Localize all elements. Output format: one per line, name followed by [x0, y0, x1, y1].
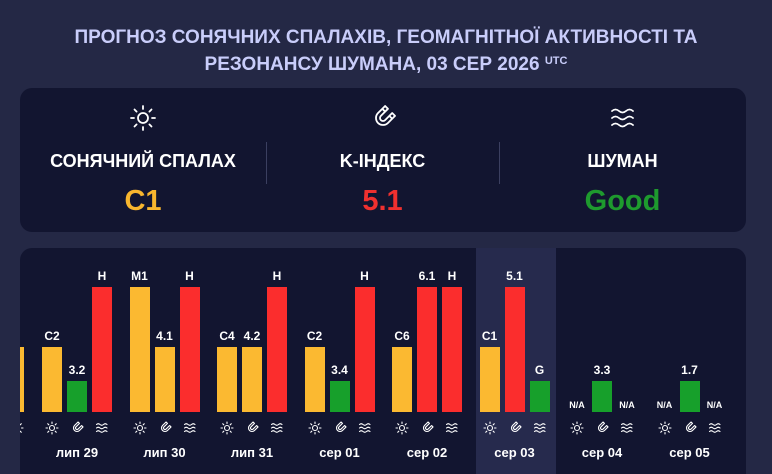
- schumann-bar: [354, 287, 375, 412]
- kindex-bar: [679, 380, 700, 412]
- flare-summary: СОНЯЧНИЙ СПАЛАХ C1: [20, 88, 266, 232]
- kindex-label: K-ІНДЕКС: [339, 151, 426, 171]
- schumann-bar: [92, 287, 112, 412]
- day-label: лип 29: [55, 445, 99, 460]
- magnet-icon: [510, 421, 522, 433]
- schumann-value-label: N/A: [706, 400, 723, 410]
- flare-value-label: C1: [481, 329, 498, 343]
- magnet-icon: [685, 421, 697, 433]
- sun-icon: [132, 421, 147, 435]
- schumann-value-label: H: [360, 269, 369, 283]
- flare-value-label: C4: [219, 329, 235, 343]
- kindex-value-label: 1.7: [681, 362, 698, 377]
- divider: [266, 142, 267, 184]
- flare-bar: [217, 347, 237, 412]
- flare-value-label: C6: [394, 329, 410, 343]
- timezone-label: UTC: [544, 55, 568, 67]
- sun-icon: [20, 423, 24, 433]
- waves-icon: [445, 423, 458, 433]
- flare-value-label: C2: [44, 329, 60, 343]
- day-label: сер 03: [494, 445, 535, 460]
- sun-icon: [482, 421, 497, 435]
- schumann-value-label: H: [185, 269, 194, 283]
- magnet-icon: [247, 421, 259, 433]
- flare-value-label: C2: [306, 329, 323, 343]
- title-date: РЕЗОНАНСУ ШУМАНА, 03 СЕР 2026: [204, 54, 540, 75]
- flare-bar: [42, 347, 62, 412]
- flare-value-label: N/A: [656, 400, 673, 410]
- kindex-value-label: 4.1: [156, 329, 173, 343]
- kindex-bar: [504, 287, 525, 412]
- magnet-icon: [335, 421, 347, 433]
- waves-icon: [533, 423, 546, 433]
- kindex-bar: [154, 347, 175, 412]
- magnet-icon: [422, 421, 434, 433]
- kindex-value-label: 3.3: [593, 362, 611, 377]
- day-label: сер 01: [319, 445, 360, 460]
- schumann-value-label: G: [534, 362, 545, 377]
- waves-icon: [183, 423, 196, 433]
- kindex-bar: [592, 380, 612, 412]
- sun-icon: [220, 421, 234, 435]
- kindex-summary: K-ІНДЕКС 5.1: [266, 88, 499, 232]
- schumann-bar: [267, 287, 287, 412]
- sun-icon: [570, 421, 584, 435]
- kindex-bar: [242, 347, 262, 412]
- page-title: ПРОГНОЗ СОНЯЧНИХ СПАЛАХІВ, ГЕОМАГНІТНОЇ …: [0, 24, 772, 78]
- magnet-icon: [160, 421, 172, 433]
- kindex-bar: [329, 380, 350, 412]
- waves-icon: [708, 423, 721, 433]
- schumann-value-label: N/A: [619, 400, 635, 410]
- waves-icon: [95, 423, 108, 433]
- flare-bar: [129, 287, 150, 412]
- kindex-value-label: 6.1: [418, 269, 436, 283]
- day-label: сер 05: [669, 445, 710, 460]
- schumann-bar: [442, 287, 462, 412]
- kindex-bar: [67, 380, 87, 412]
- day-label: сер 04: [581, 445, 623, 460]
- kindex-value: 5.1: [362, 185, 403, 217]
- summary-panel: СОНЯЧНИЙ СПАЛАХ C1 K-ІНДЕКС 5.1 ШУМАН Go…: [20, 88, 746, 232]
- kindex-value-label: 3.2: [68, 362, 86, 377]
- day-label: лип 30: [143, 445, 186, 460]
- sun-icon: [395, 421, 409, 435]
- magnet-icon: [72, 421, 84, 433]
- schumann-value-label: H: [447, 269, 457, 283]
- waves-icon: [270, 423, 283, 433]
- kindex-value-label: 3.4: [331, 362, 348, 377]
- schumann-label: ШУМАН: [587, 151, 658, 171]
- title-line-1: ПРОГНОЗ СОНЯЧНИХ СПАЛАХІВ, ГЕОМАГНІТНОЇ …: [74, 27, 698, 48]
- flare-bar: [304, 347, 325, 412]
- waves-icon: [620, 423, 633, 433]
- sun-icon: [307, 421, 322, 435]
- flare-bar: [392, 347, 412, 412]
- schumann-bar: [179, 287, 200, 412]
- waves-icon: [358, 423, 371, 433]
- flare-value-label: M1: [131, 269, 148, 283]
- schumann-value: Good: [584, 185, 661, 217]
- sun-icon: [45, 421, 59, 435]
- kindex-bar: [417, 287, 437, 412]
- flare-bar: [479, 347, 500, 412]
- magnet-icon: [597, 421, 609, 433]
- schumann-summary: ШУМАН Good: [499, 88, 746, 232]
- schumann-value-label: H: [272, 269, 282, 283]
- flare-value: C1: [124, 185, 162, 217]
- divider: [499, 142, 500, 184]
- flare-value-label: N/A: [569, 400, 585, 410]
- flare-label: СОНЯЧНИЙ СПАЛАХ: [50, 151, 236, 171]
- kindex-value-label: 4.2: [243, 329, 261, 343]
- title-line-2: РЕЗОНАНСУ ШУМАНА, 03 СЕР 2026 UTC: [0, 51, 772, 78]
- flare-bar-partial: [20, 347, 24, 412]
- schumann-bar: [529, 380, 550, 412]
- sun-icon: [130, 105, 156, 131]
- day-label: сер 02: [406, 445, 448, 460]
- schumann-value-label: H: [97, 269, 107, 283]
- waves-icon: [610, 108, 634, 128]
- magnet-icon: [374, 105, 396, 126]
- day-label: лип 31: [230, 445, 274, 460]
- sun-icon: [657, 421, 672, 435]
- kindex-value-label: 5.1: [506, 269, 523, 283]
